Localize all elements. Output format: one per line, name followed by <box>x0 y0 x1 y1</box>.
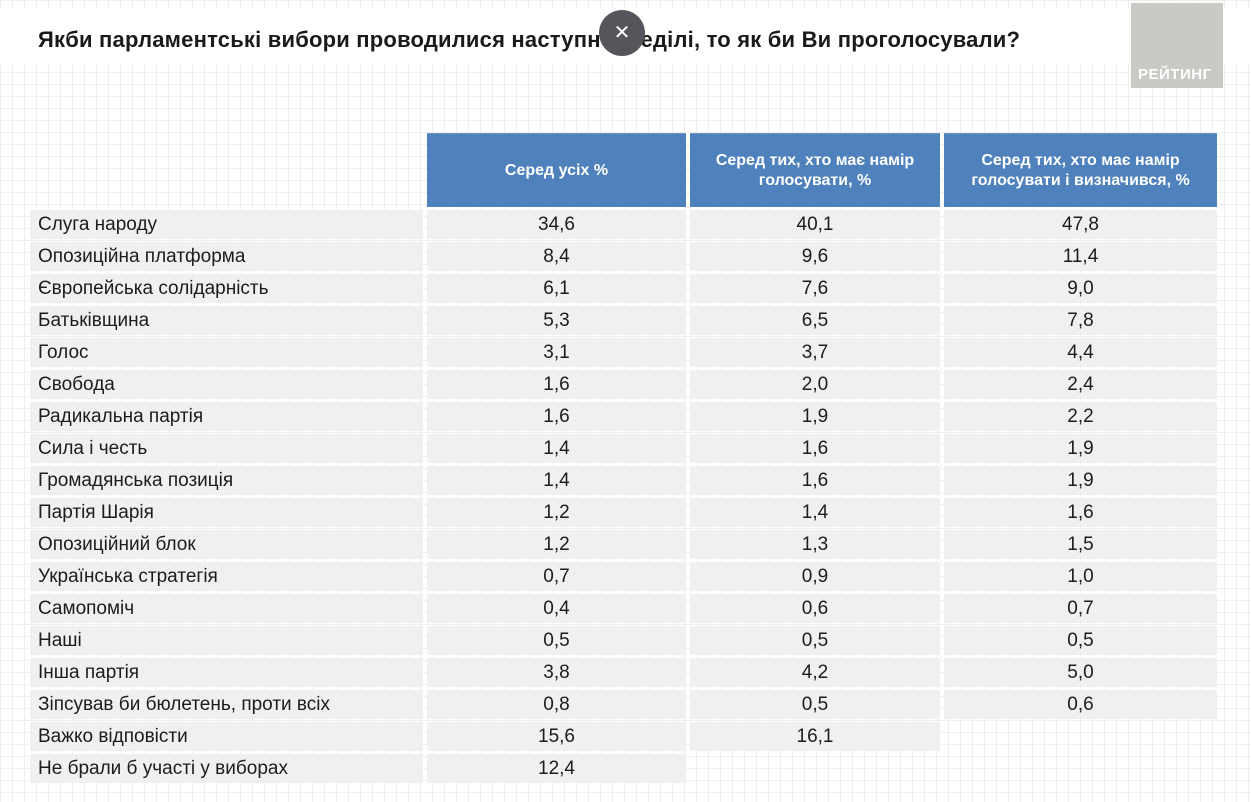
party-label: Партія Шарія <box>30 498 423 527</box>
value-cell-2: 1,9 <box>944 434 1217 463</box>
party-label: Зіпсував би бюлетень, проти всіх <box>30 690 423 719</box>
value-cell-1: 3,7 <box>690 338 940 367</box>
party-label: Голос <box>30 338 423 367</box>
value-cell-1: 1,4 <box>690 498 940 527</box>
value-cell-2: 0,5 <box>944 626 1217 655</box>
value-cell-1: 2,0 <box>690 370 940 399</box>
party-label: Батьківщина <box>30 306 423 335</box>
value-cell-2: 0,7 <box>944 594 1217 623</box>
value-cell-1: 1,9 <box>690 402 940 431</box>
value-cell-2: 2,2 <box>944 402 1217 431</box>
column-header-all: Серед усіх % <box>427 133 686 207</box>
party-label: Слуга народу <box>30 210 423 239</box>
value-cell-1: 4,2 <box>690 658 940 687</box>
value-cell-1 <box>690 754 940 783</box>
party-label: Радикальна партія <box>30 402 423 431</box>
results-table: Серед усіх % Серед тих, хто має намір го… <box>30 133 1217 783</box>
value-cell-2: 47,8 <box>944 210 1217 239</box>
value-cell-2: 4,4 <box>944 338 1217 367</box>
value-cell-0: 1,4 <box>427 434 686 463</box>
value-cell-0: 5,3 <box>427 306 686 335</box>
value-cell-2: 11,4 <box>944 242 1217 271</box>
value-cell-1: 1,3 <box>690 530 940 559</box>
value-cell-2: 7,8 <box>944 306 1217 335</box>
column-header-intend-and-decided: Серед тих, хто має намір голосувати і ви… <box>944 133 1217 207</box>
value-cell-1: 1,6 <box>690 434 940 463</box>
value-cell-0: 6,1 <box>427 274 686 303</box>
page-title: Якби парламентські вибори проводилися на… <box>38 27 1021 52</box>
value-cell-0: 1,4 <box>427 466 686 495</box>
party-label: Громадянська позиція <box>30 466 423 495</box>
value-cell-1: 0,5 <box>690 626 940 655</box>
party-label: Інша партія <box>30 658 423 687</box>
value-cell-2: 5,0 <box>944 658 1217 687</box>
rating-logo: РЕЙТИНГ <box>1131 3 1223 88</box>
value-cell-1: 16,1 <box>690 722 940 751</box>
value-cell-0: 1,6 <box>427 370 686 399</box>
value-cell-2 <box>944 754 1217 783</box>
value-cell-2: 1,5 <box>944 530 1217 559</box>
party-label: Європейська солідарність <box>30 274 423 303</box>
value-cell-0: 0,8 <box>427 690 686 719</box>
close-button[interactable]: ✕ <box>599 10 645 56</box>
value-cell-1: 0,9 <box>690 562 940 591</box>
value-cell-1: 0,5 <box>690 690 940 719</box>
party-label: Важко відповісти <box>30 722 423 751</box>
value-cell-1: 9,6 <box>690 242 940 271</box>
party-label: Сила і честь <box>30 434 423 463</box>
party-label: Опозиційний блок <box>30 530 423 559</box>
party-label: Самопоміч <box>30 594 423 623</box>
value-cell-2: 1,6 <box>944 498 1217 527</box>
close-icon: ✕ <box>613 22 631 44</box>
value-cell-2: 1,9 <box>944 466 1217 495</box>
value-cell-2: 0,6 <box>944 690 1217 719</box>
value-cell-2 <box>944 722 1217 751</box>
value-cell-1: 6,5 <box>690 306 940 335</box>
column-header-intend-to-vote: Серед тих, хто має намір голосувати, % <box>690 133 940 207</box>
value-cell-0: 8,4 <box>427 242 686 271</box>
value-cell-0: 0,5 <box>427 626 686 655</box>
party-label: Не брали б участі у виборах <box>30 754 423 783</box>
value-cell-2: 1,0 <box>944 562 1217 591</box>
value-cell-0: 12,4 <box>427 754 686 783</box>
value-cell-0: 0,4 <box>427 594 686 623</box>
value-cell-0: 1,6 <box>427 402 686 431</box>
value-cell-1: 40,1 <box>690 210 940 239</box>
value-cell-2: 9,0 <box>944 274 1217 303</box>
value-cell-0: 1,2 <box>427 498 686 527</box>
value-cell-1: 1,6 <box>690 466 940 495</box>
value-cell-0: 3,1 <box>427 338 686 367</box>
value-cell-0: 34,6 <box>427 210 686 239</box>
party-label: Наші <box>30 626 423 655</box>
value-cell-1: 7,6 <box>690 274 940 303</box>
value-cell-0: 0,7 <box>427 562 686 591</box>
value-cell-0: 3,8 <box>427 658 686 687</box>
value-cell-0: 15,6 <box>427 722 686 751</box>
party-label: Свобода <box>30 370 423 399</box>
rating-logo-text: РЕЙТИНГ <box>1138 66 1212 83</box>
corner-cell <box>30 133 423 207</box>
party-label: Українська стратегія <box>30 562 423 591</box>
value-cell-0: 1,2 <box>427 530 686 559</box>
value-cell-1: 0,6 <box>690 594 940 623</box>
value-cell-2: 2,4 <box>944 370 1217 399</box>
party-label: Опозиційна платформа <box>30 242 423 271</box>
